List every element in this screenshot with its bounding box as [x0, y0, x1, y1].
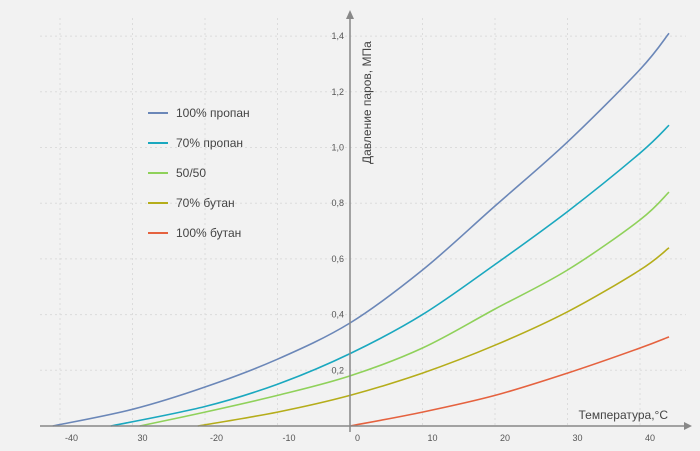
- y-tick-label: 0,4: [331, 310, 344, 320]
- y-axis-arrow: [346, 10, 354, 19]
- legend-label: 100% бутан: [176, 226, 241, 240]
- tick-labels: -40 30 -20 -10 0 10 20 30 40 0,2 0,4 0,6 0,8 1,0 1,2 1,…: [65, 31, 655, 443]
- x-tick-label: -20: [210, 433, 223, 443]
- legend-label: 100% пропан: [176, 106, 250, 120]
- series-line-0: [52, 32, 670, 427]
- legend-label: 70% пропан: [176, 136, 243, 150]
- series-line-1: [110, 124, 670, 427]
- x-tick-label: 40: [645, 433, 655, 443]
- x-axis-label: Температура,°C: [579, 408, 669, 422]
- x-tick-label: -10: [283, 433, 296, 443]
- x-tick-label: 20: [500, 433, 510, 443]
- series-line-2: [139, 191, 670, 427]
- x-tick-label: 0: [355, 433, 360, 443]
- x-tick-label: 30: [573, 433, 583, 443]
- y-axis-label: Давление паров, МПа: [360, 41, 374, 164]
- legend: 100% пропан 70% пропан 50/50 70% бутан 100% …: [148, 106, 250, 240]
- y-tick-label: 0,6: [331, 254, 344, 264]
- y-tick-label: 0,2: [331, 365, 344, 375]
- y-tick-label: 1,0: [331, 143, 344, 153]
- x-tick-label: 30: [138, 433, 148, 443]
- series-line-3: [197, 247, 670, 427]
- y-tick-label: 0,8: [331, 198, 344, 208]
- y-tick-label: 1,4: [331, 31, 344, 41]
- x-tick-label: -40: [65, 433, 78, 443]
- x-tick-label: 10: [428, 433, 438, 443]
- x-axis-arrow: [684, 422, 692, 430]
- legend-label: 70% бутан: [176, 196, 235, 210]
- y-tick-label: 1,2: [331, 87, 344, 97]
- series-lines: [52, 32, 670, 427]
- series-line-4: [349, 336, 670, 427]
- legend-label: 50/50: [176, 166, 206, 180]
- axes: [40, 10, 692, 432]
